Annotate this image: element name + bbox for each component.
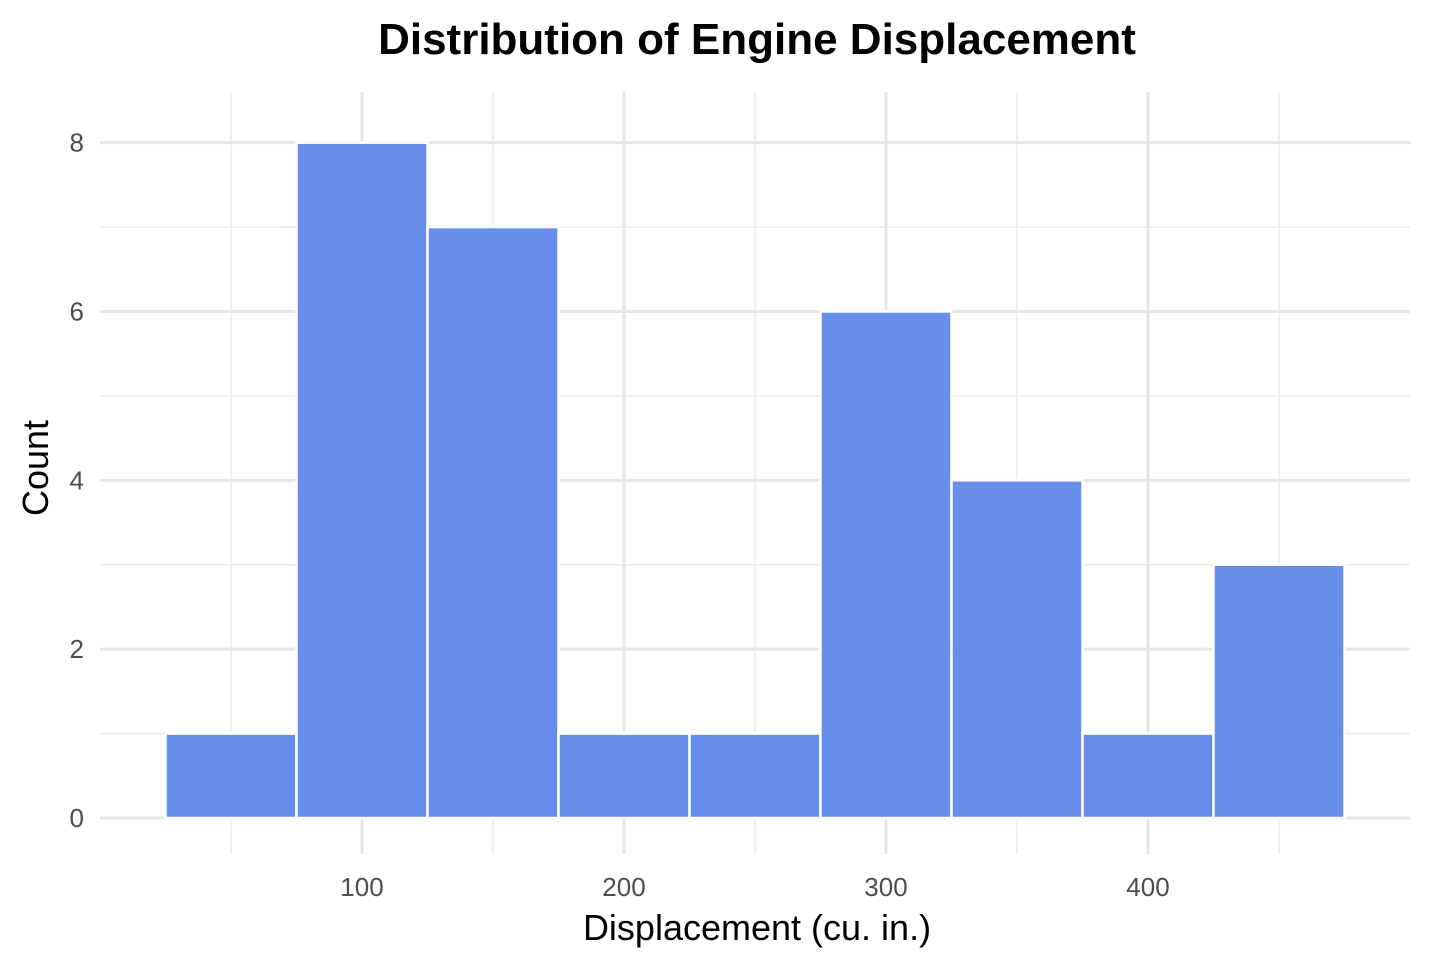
y-axis-ticks: 0 2 4 6 8 [70, 128, 84, 833]
histogram-bar [819, 310, 953, 820]
x-axis-title: Displacement (cu. in.) [583, 907, 931, 948]
histogram-bar [295, 141, 429, 820]
histogram-bar [557, 732, 691, 820]
y-tick-label: 4 [70, 465, 84, 495]
y-tick-label: 8 [70, 128, 84, 158]
x-tick-label: 200 [602, 872, 645, 902]
histogram-bar [1081, 732, 1215, 820]
chart-title: Distribution of Engine Displacement [378, 15, 1136, 64]
x-tick-label: 100 [340, 872, 383, 902]
y-axis-title: Count [15, 420, 56, 516]
x-tick-label: 400 [1126, 872, 1169, 902]
histogram-bar [1212, 563, 1346, 820]
histogram-bar [950, 479, 1084, 820]
histogram-bar [164, 732, 298, 820]
y-tick-label: 6 [70, 296, 84, 326]
bars [164, 141, 1346, 820]
histogram-bar [426, 225, 560, 820]
histogram-bar [688, 732, 822, 820]
y-tick-label: 0 [70, 803, 84, 833]
x-tick-label: 300 [864, 872, 907, 902]
y-tick-label: 2 [70, 634, 84, 664]
x-axis-ticks: 100 200 300 400 [340, 872, 1169, 902]
